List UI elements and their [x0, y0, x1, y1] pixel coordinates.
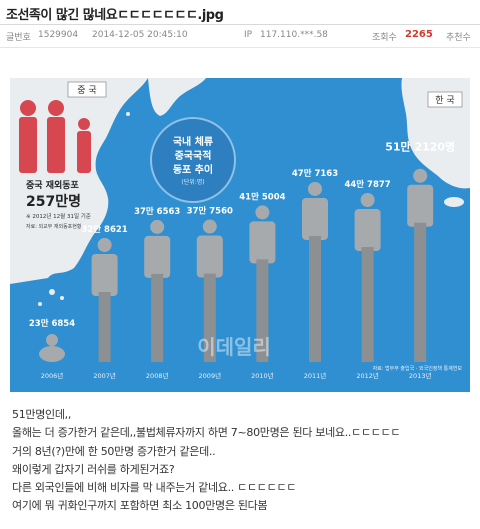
- china-label: 중 국: [77, 85, 96, 96]
- post-meta: 글번호 1529904 2014-12-05 20:45:10 IP 117.1…: [0, 24, 480, 48]
- post-number-label: 글번호: [6, 33, 31, 43]
- post-body: 51만명인데,, 올해는 더 증가한거 같은데,,불법체류자까지 하면 7~80…: [12, 406, 401, 516]
- bubble-line-2: 중국국적: [175, 149, 212, 162]
- post-datetime: 2014-12-05 20:45:10: [92, 30, 188, 40]
- year-label: 2009년: [199, 371, 222, 380]
- year-label: 2011년: [304, 371, 327, 380]
- views-count: 2265: [405, 29, 433, 40]
- bar-value-label: 37만 6563: [134, 206, 180, 217]
- year-label: 2012년: [356, 371, 379, 380]
- bar-value-label: 51만 2120명: [385, 140, 455, 154]
- body-line: 올해는 더 증가한거 같은데,,불법체류자까지 하면 7~80만명은 된다 보네…: [12, 426, 401, 440]
- recommend-label[interactable]: 추천수: [446, 33, 471, 43]
- source-note: 자료: 법무부 출입국 · 외국인정책 통계연보: [373, 365, 463, 372]
- korea-island: [444, 197, 464, 207]
- body-line: 51만명인데,,: [12, 408, 72, 421]
- peninsula-land: [148, 78, 206, 116]
- title-bubble: 국내 체류 중국국적 동포 추이 (단위:명): [150, 117, 236, 203]
- island: [60, 296, 64, 300]
- bar-value-label: 41만 5004: [239, 191, 285, 202]
- year-label: 2006년: [41, 371, 64, 380]
- bar-figure: [196, 219, 223, 362]
- bar-figure: [144, 219, 171, 362]
- ip-label: IP: [244, 30, 253, 40]
- bar-value-label: 47만 7163: [292, 168, 338, 179]
- body-line: 왜이렇게 갑자기 러쉬를 하게된거죠?: [12, 462, 175, 476]
- china-source: 자료: 외교부 재외동포현황: [26, 223, 82, 230]
- chart-year-labels: 2006년 2007년 2008년 2009년 2010년 2011년 2012년 2013년: [41, 371, 432, 380]
- island: [38, 302, 42, 306]
- bar-value-label: 44만 7877: [344, 179, 390, 190]
- infographic: 중 국 중국 재외동포 257만명 ※ 2012년 12월 31일 기준 자료:…: [10, 78, 470, 392]
- views-label: 조회수: [372, 33, 397, 43]
- post-number: 1529904: [38, 30, 79, 40]
- year-label: 2008년: [146, 371, 169, 380]
- body-line: 거의 8년(?)만에 한 50만명 증가한거 같은데..: [12, 444, 216, 458]
- bubble-line-3: 동포 추이: [173, 163, 213, 176]
- korea-legend: 한 국: [427, 91, 463, 108]
- bubble-unit: (단위:명): [181, 178, 204, 186]
- bar-value-label: 37만 7560: [187, 206, 233, 217]
- ip-address: 117.110.***.58: [260, 30, 328, 40]
- bar-value-label: 23만 6854: [29, 318, 75, 329]
- bar-figure: [249, 205, 276, 362]
- watermark: 이데일리: [197, 335, 271, 359]
- year-label: 2010년: [251, 371, 274, 380]
- bar-figure: [302, 181, 328, 362]
- island: [126, 112, 130, 116]
- chart-bars: [39, 168, 434, 362]
- bar-figure: [407, 168, 434, 362]
- china-land: [10, 78, 148, 284]
- post-title: 조선족이 많긴 많네요ㄷㄷㄷㄷㄷㄷㄷ.jpg: [6, 8, 224, 23]
- china-family-figures: [19, 100, 91, 173]
- bar-figure: [354, 192, 381, 362]
- bubble-line-1: 국내 체류: [173, 135, 213, 148]
- china-value: 257만명: [26, 193, 81, 210]
- china-note: ※ 2012년 12월 31일 기준: [26, 212, 91, 220]
- korea-label: 한 국: [435, 95, 454, 106]
- china-legend: 중 국 중국 재외동포 257만명 ※ 2012년 12월 31일 기준 자료:…: [19, 81, 107, 230]
- china-caption: 중국 재외동포: [26, 179, 80, 191]
- year-label: 2013년: [409, 371, 432, 380]
- chart-value-labels: 23만 6854 32만 8621 37만 6563 37만 7560 41만 5004…: [29, 140, 455, 329]
- bar-figure: [39, 334, 65, 362]
- island: [49, 289, 55, 295]
- body-line: 여기에 뭐 귀화인구까지 포함하면 최소 100만명은 된다봄: [12, 499, 268, 513]
- bar-figure: [91, 237, 118, 362]
- year-label: 2007년: [93, 371, 116, 380]
- body-line: 다른 외국인들에 비해 비자를 막 내주는거 같네요.. ㄷㄷㄷㄷㄷㄷ: [12, 481, 297, 495]
- bar-value-label: 32만 8621: [81, 224, 127, 235]
